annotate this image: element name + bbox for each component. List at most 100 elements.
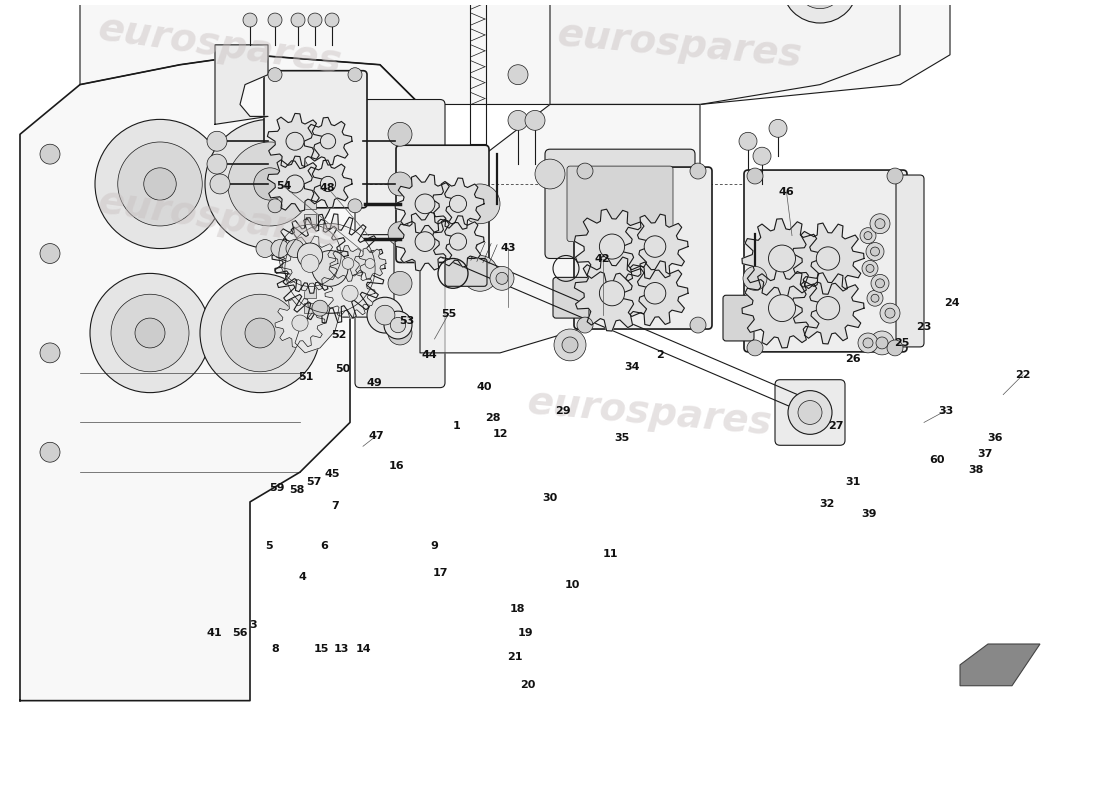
Circle shape: [798, 401, 822, 425]
Text: 42: 42: [595, 254, 610, 265]
Text: 26: 26: [845, 354, 860, 364]
Text: 37: 37: [977, 450, 992, 459]
Polygon shape: [304, 160, 352, 208]
Circle shape: [390, 318, 406, 333]
Circle shape: [739, 132, 757, 150]
Text: 35: 35: [614, 434, 629, 443]
Circle shape: [312, 300, 328, 316]
Circle shape: [40, 144, 60, 164]
Circle shape: [292, 13, 305, 27]
Bar: [304, 258, 316, 269]
Text: 11: 11: [603, 549, 618, 558]
Text: 43: 43: [500, 242, 516, 253]
Text: 3: 3: [250, 620, 256, 630]
Circle shape: [388, 172, 412, 196]
Circle shape: [887, 340, 903, 356]
Polygon shape: [574, 209, 650, 284]
Text: 10: 10: [564, 580, 580, 590]
Circle shape: [268, 13, 282, 27]
Circle shape: [320, 134, 336, 149]
Text: eurospares: eurospares: [96, 183, 344, 254]
Circle shape: [864, 338, 873, 348]
Circle shape: [210, 174, 230, 194]
Circle shape: [747, 168, 763, 184]
Text: 14: 14: [355, 644, 371, 654]
Circle shape: [535, 159, 565, 189]
Text: 1: 1: [452, 422, 461, 431]
Polygon shape: [267, 114, 323, 169]
Polygon shape: [742, 269, 822, 348]
Polygon shape: [304, 118, 352, 165]
FancyBboxPatch shape: [776, 380, 845, 446]
Circle shape: [554, 329, 586, 361]
Text: 12: 12: [493, 430, 508, 439]
Text: 21: 21: [507, 652, 522, 662]
Text: 53: 53: [399, 317, 415, 326]
Circle shape: [864, 232, 872, 240]
Text: 22: 22: [1015, 370, 1031, 380]
Circle shape: [496, 272, 508, 284]
Circle shape: [866, 242, 884, 261]
Text: 7: 7: [331, 501, 340, 511]
Circle shape: [292, 315, 308, 331]
Text: 33: 33: [938, 406, 954, 415]
Circle shape: [388, 222, 412, 246]
Circle shape: [876, 337, 888, 349]
Circle shape: [375, 306, 395, 325]
Circle shape: [207, 131, 227, 151]
Text: 24: 24: [944, 298, 959, 308]
Circle shape: [858, 333, 878, 353]
Text: 38: 38: [968, 465, 983, 475]
Circle shape: [690, 317, 706, 333]
Circle shape: [200, 274, 320, 393]
Text: 60: 60: [930, 454, 945, 465]
Circle shape: [268, 68, 282, 82]
Circle shape: [388, 271, 412, 295]
Text: 34: 34: [625, 362, 640, 372]
Text: 30: 30: [542, 493, 558, 503]
Bar: [304, 229, 316, 238]
Circle shape: [867, 290, 883, 306]
Circle shape: [490, 266, 514, 290]
Circle shape: [254, 168, 286, 200]
Circle shape: [469, 0, 487, 4]
Circle shape: [40, 243, 60, 263]
Circle shape: [769, 119, 786, 138]
Circle shape: [205, 119, 336, 249]
Circle shape: [286, 175, 304, 193]
Circle shape: [144, 168, 176, 200]
Text: 50: 50: [336, 364, 351, 374]
Circle shape: [95, 119, 226, 249]
Text: 19: 19: [518, 628, 534, 638]
Bar: [304, 214, 316, 224]
Circle shape: [388, 321, 412, 345]
Polygon shape: [621, 261, 688, 326]
Circle shape: [645, 236, 665, 258]
Text: 15: 15: [314, 644, 329, 654]
Text: 49: 49: [366, 378, 382, 388]
Circle shape: [508, 65, 528, 85]
Circle shape: [388, 122, 412, 146]
Circle shape: [40, 442, 60, 462]
Circle shape: [342, 258, 354, 270]
FancyBboxPatch shape: [896, 175, 924, 347]
Circle shape: [747, 340, 763, 356]
Polygon shape: [324, 269, 375, 318]
Text: 48: 48: [320, 183, 336, 193]
Circle shape: [742, 266, 767, 290]
Circle shape: [578, 317, 593, 333]
FancyBboxPatch shape: [355, 99, 446, 388]
Bar: [304, 288, 316, 298]
Text: 16: 16: [388, 461, 404, 471]
Circle shape: [862, 261, 878, 276]
Text: 28: 28: [485, 414, 501, 423]
Text: 39: 39: [861, 509, 877, 519]
Polygon shape: [282, 236, 338, 291]
Circle shape: [450, 233, 466, 250]
Circle shape: [525, 110, 544, 130]
Polygon shape: [267, 156, 323, 211]
Circle shape: [754, 147, 771, 165]
Text: 13: 13: [333, 644, 349, 654]
Circle shape: [312, 250, 348, 286]
Text: 18: 18: [509, 604, 525, 614]
